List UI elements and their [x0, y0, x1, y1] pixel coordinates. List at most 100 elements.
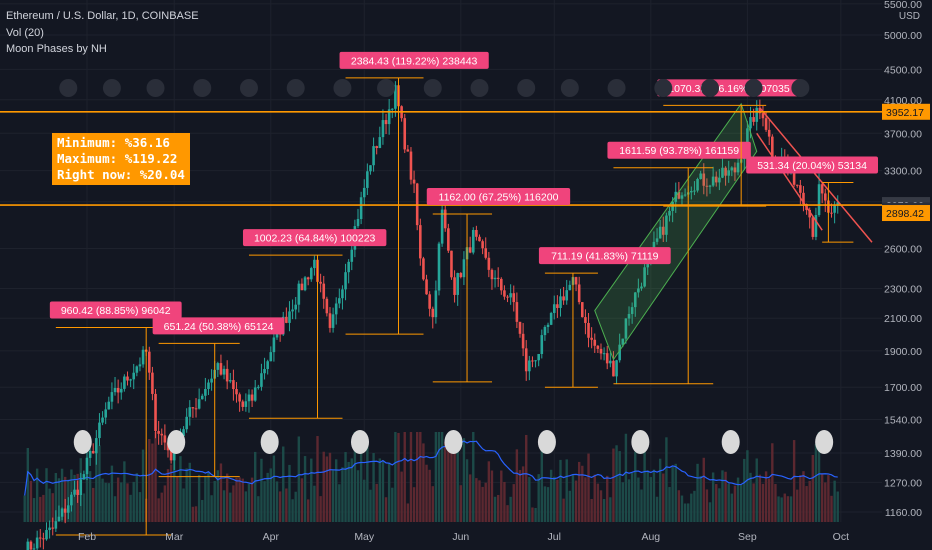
candle-body [313, 259, 316, 269]
volume-bar [325, 456, 329, 522]
volume-bar [640, 489, 643, 522]
candle-body [266, 361, 269, 369]
volume-bar [621, 482, 624, 522]
full-moon-icon [537, 430, 556, 454]
moon-icon-faded [470, 79, 489, 97]
volume-bar [29, 480, 33, 522]
candle-body [618, 344, 621, 361]
volume-bar [116, 477, 120, 522]
volume-bar [35, 468, 39, 522]
volume-bar [571, 474, 575, 522]
full-moon-icon [631, 430, 650, 454]
candle-body [260, 373, 263, 387]
volume-bar [363, 479, 366, 522]
volume-bar [391, 487, 394, 522]
volume-bar [503, 481, 506, 522]
volume-bar [456, 438, 459, 522]
moon-icon-faded [146, 79, 165, 97]
volume-bar [568, 490, 572, 522]
volume-bar [805, 486, 808, 522]
candle-body [683, 194, 687, 196]
candle-body [746, 128, 749, 148]
candle-body [328, 313, 332, 328]
moon-icon-faded [423, 79, 442, 97]
volume-bar [316, 436, 319, 522]
volume-bar [830, 495, 833, 522]
volume-bar [148, 439, 151, 522]
candle-body [63, 508, 67, 513]
candle-body [116, 387, 120, 393]
moon-phases-indicator-label[interactable]: Moon Phases by NH [6, 43, 107, 55]
candle-body [126, 376, 129, 381]
candle-body [88, 450, 92, 458]
volume-bar [755, 458, 758, 522]
volume-bar [643, 449, 646, 522]
candle-body [303, 277, 307, 291]
volume-bar [359, 432, 363, 522]
volume-bar [210, 495, 213, 522]
candle-body [696, 178, 699, 191]
measure-label: 1162.00 (67.25%) 116200 [439, 191, 559, 203]
volume-bar [493, 496, 497, 522]
candle-body [562, 296, 565, 301]
volume-indicator-label[interactable]: Vol (20) [6, 27, 44, 39]
candle-body [817, 184, 821, 215]
price-tag-bg [882, 205, 930, 222]
volume-bar [257, 496, 260, 522]
volume-bar [335, 459, 338, 522]
time-tick-label: Mar [165, 531, 184, 543]
volume-bar [263, 481, 266, 522]
measure-label: 960.42 (88.85%) 96042 [61, 305, 171, 317]
info-minimum: Minimum: %36.16 [57, 135, 170, 150]
candle-body [577, 284, 581, 303]
candle-body [833, 205, 836, 213]
volume-bar [799, 475, 802, 522]
volume-bar [596, 483, 600, 522]
candle-body [347, 261, 350, 273]
candle-body [658, 226, 662, 239]
candle-body [390, 108, 394, 110]
volume-bar [705, 489, 709, 522]
candle-body [602, 353, 606, 355]
volume-bar [244, 491, 248, 522]
symbol-title[interactable]: Ethereum / U.S. Dollar, 1D, COINBASE [6, 10, 199, 22]
moon-icon-faded [102, 79, 121, 97]
volume-bar [120, 482, 123, 522]
volume-bar [543, 486, 547, 522]
candle-body [67, 505, 70, 513]
candle-body [690, 191, 693, 193]
volume-bar [615, 445, 618, 522]
volume-bar [562, 498, 565, 522]
volume-bar [182, 488, 185, 522]
volume-bar [375, 483, 378, 522]
volume-bar [743, 458, 746, 522]
moon-icon-faded [607, 79, 626, 97]
candle-body [73, 489, 76, 495]
candle-body [521, 333, 525, 349]
volume-bar [668, 487, 671, 522]
candle-body [543, 326, 547, 336]
candle-body [372, 146, 375, 166]
candle-body [169, 450, 173, 461]
volume-bar [313, 485, 316, 522]
volume-bar [428, 469, 431, 522]
candle-body [225, 368, 229, 382]
candle-body [216, 363, 220, 370]
price-tick-label: 1160.00 [885, 507, 922, 519]
candle-body [437, 243, 441, 291]
volume-bar [727, 483, 730, 522]
volume-bar [783, 493, 786, 522]
volume-bar [88, 471, 92, 522]
volume-bar [173, 449, 176, 522]
price-tick-label: 1270.00 [884, 477, 922, 489]
candle-body [45, 530, 48, 540]
candle-body [612, 360, 615, 377]
volume-bar [235, 477, 238, 522]
candle-body [587, 322, 590, 338]
candle-body [285, 316, 288, 323]
volume-bar [789, 496, 793, 522]
moon-icon-faded [239, 79, 258, 97]
volume-bar [792, 440, 796, 522]
candle-body [730, 167, 734, 171]
